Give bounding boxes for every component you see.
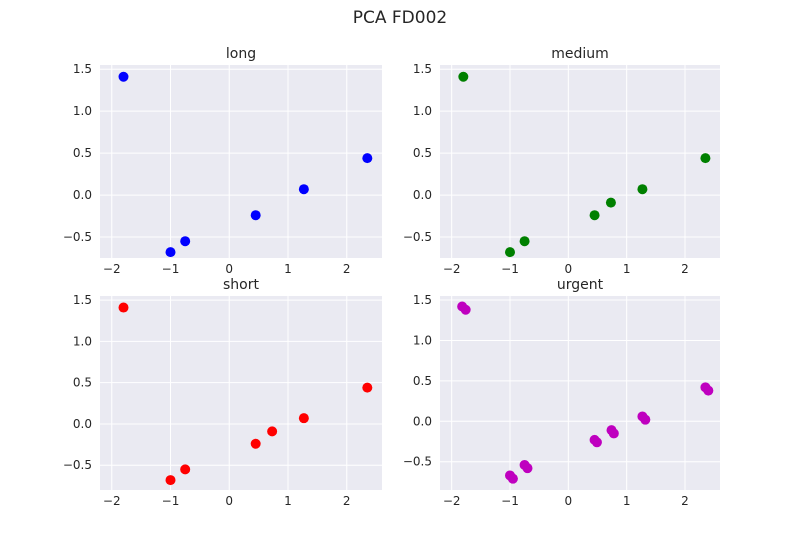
x-tick-label: −1	[501, 262, 519, 276]
x-tick-label: −2	[443, 494, 461, 508]
scatter-point	[362, 382, 373, 393]
scatter-point	[460, 304, 471, 315]
x-tick-label: −1	[162, 494, 180, 508]
scatter-point	[522, 463, 533, 474]
y-tick-label: −0.5	[403, 230, 432, 244]
y-tick-label: 1.0	[413, 333, 432, 347]
scatter-point	[637, 184, 648, 195]
subplot-long: −2 −1 0 1 2 −0.5 0.0 0.5 1.0 1.5 long	[63, 46, 382, 276]
y-tick-label: 1.5	[73, 293, 92, 307]
subplot-title: urgent	[557, 277, 604, 293]
scatter-point	[589, 210, 600, 221]
scatter-point	[519, 236, 530, 247]
x-tick-label: 1	[623, 262, 631, 276]
scatter-point	[165, 475, 176, 486]
subplot-urgent: −2 −1 0 1 2 −0.5 0.0 0.5 1.0 1.5 urgent	[403, 277, 720, 508]
scatter-point	[700, 153, 711, 164]
axes-background	[440, 65, 720, 258]
x-tick-label: 0	[565, 494, 573, 508]
scatter-point	[180, 464, 191, 475]
scatter-point	[118, 302, 129, 313]
y-tick-label: 0.0	[73, 188, 92, 202]
y-tick-label: 0.5	[73, 146, 92, 160]
x-tick-label: −1	[501, 494, 519, 508]
scatter-point	[703, 385, 714, 396]
subplot-title: long	[226, 46, 256, 62]
x-tick-label: 0	[225, 494, 233, 508]
y-tick-label: 0.5	[73, 376, 92, 390]
y-tick-label: 0.0	[73, 417, 92, 431]
y-tick-label: 1.5	[413, 62, 432, 76]
y-tick-label: 1.5	[413, 293, 432, 307]
axes-background	[440, 296, 720, 490]
x-tick-label: 0	[565, 262, 573, 276]
subplot-title: medium	[551, 46, 609, 62]
y-tick-label: 0.0	[413, 414, 432, 428]
x-tick-label: −2	[103, 262, 121, 276]
scatter-point	[180, 236, 191, 247]
x-tick-label: −2	[443, 262, 461, 276]
y-tick-label: 0.5	[413, 146, 432, 160]
y-tick-label: −0.5	[63, 458, 92, 472]
scatter-point	[298, 413, 309, 424]
y-tick-label: 1.0	[73, 334, 92, 348]
x-tick-label: 0	[225, 262, 233, 276]
axes-background	[100, 65, 382, 258]
scatter-point	[267, 426, 278, 437]
x-tick-label: 2	[681, 262, 689, 276]
y-tick-label: −0.5	[63, 230, 92, 244]
scatter-point	[608, 428, 619, 439]
subplot-medium: −2 −1 0 1 2 −0.5 0.0 0.5 1.0 1.5 medium	[403, 46, 720, 276]
x-tick-label: 1	[284, 262, 292, 276]
scatter-point	[362, 153, 373, 164]
x-tick-label: 2	[681, 494, 689, 508]
y-tick-label: 0.0	[413, 188, 432, 202]
x-tick-label: 2	[343, 262, 351, 276]
x-tick-label: 1	[623, 494, 631, 508]
y-tick-label: 1.0	[73, 104, 92, 118]
y-tick-label: −0.5	[403, 455, 432, 469]
scatter-point	[507, 473, 518, 484]
figure-title: PCA FD002	[352, 8, 448, 28]
axes-background	[100, 296, 382, 490]
scatter-point	[250, 438, 261, 449]
subplot-title: short	[223, 277, 259, 293]
scatter-point	[298, 184, 309, 195]
y-tick-label: 1.5	[73, 62, 92, 76]
scatter-point	[605, 197, 616, 208]
scatter-point	[505, 247, 515, 258]
x-tick-label: 2	[343, 494, 351, 508]
scatter-point	[458, 71, 469, 82]
scatter-point	[250, 210, 261, 221]
subplot-short: −2 −1 0 1 2 −0.5 0.0 0.5 1.0 1.5 short	[63, 277, 382, 508]
x-tick-label: 1	[284, 494, 292, 508]
scatter-point	[591, 437, 602, 448]
scatter-point	[165, 247, 176, 258]
y-tick-label: 0.5	[413, 374, 432, 388]
x-tick-label: −2	[103, 494, 121, 508]
scatter-point	[118, 71, 129, 82]
scatter-point	[640, 414, 651, 425]
y-tick-label: 1.0	[413, 104, 432, 118]
x-tick-label: −1	[162, 262, 180, 276]
